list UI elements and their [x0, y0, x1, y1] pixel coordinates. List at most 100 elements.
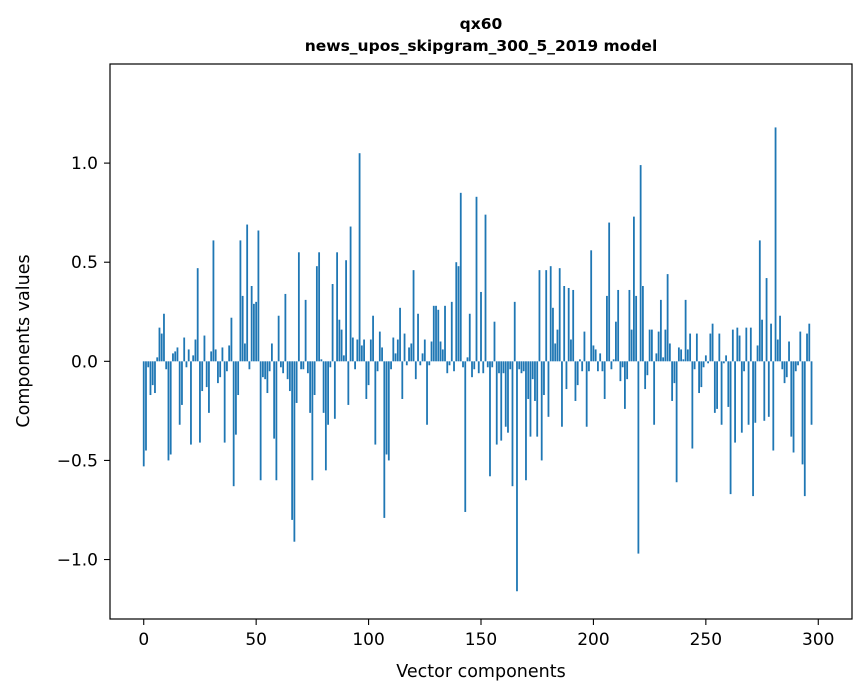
bar-183 — [554, 343, 557, 362]
bar-6 — [156, 357, 159, 362]
bar-22 — [192, 355, 195, 362]
bar-162 — [507, 361, 509, 433]
bar-259 — [725, 355, 727, 362]
bar-0 — [142, 361, 145, 467]
bar-279 — [770, 323, 772, 362]
bar-261 — [729, 361, 732, 495]
bar-197 — [585, 361, 588, 427]
x-tick-label: 0 — [138, 630, 149, 650]
bar-147 — [473, 361, 476, 370]
bar-280 — [772, 361, 775, 451]
bar-72 — [304, 299, 307, 362]
bar-228 — [655, 353, 658, 362]
bar-260 — [727, 361, 730, 407]
bar-258 — [722, 361, 725, 364]
bar-232 — [664, 329, 667, 362]
bar-77 — [315, 266, 318, 362]
bar-296 — [808, 323, 811, 362]
bar-170 — [525, 361, 527, 481]
bar-73 — [306, 361, 309, 374]
bar-129 — [432, 305, 435, 362]
bar-20 — [187, 349, 190, 362]
bar-99 — [365, 361, 368, 399]
bar-42 — [237, 361, 240, 396]
bar-83 — [329, 361, 332, 368]
bar-52 — [259, 361, 262, 481]
bar-series — [142, 127, 813, 592]
bar-286 — [785, 361, 788, 378]
bar-95 — [356, 339, 359, 362]
bar-265 — [738, 335, 741, 362]
y-axis-label: Components values — [14, 254, 34, 427]
bar-283 — [779, 315, 781, 362]
bar-148 — [475, 196, 478, 362]
y-tick-label: −1.0 — [57, 551, 98, 571]
bar-24 — [196, 268, 199, 362]
bar-165 — [513, 301, 516, 362]
bar-65 — [288, 361, 291, 392]
bar-256 — [718, 333, 721, 362]
bar-288 — [790, 361, 793, 437]
bar-186 — [561, 361, 563, 427]
bar-230 — [659, 299, 662, 362]
bar-176 — [538, 270, 541, 362]
bar-233 — [666, 274, 669, 362]
bar-193 — [576, 361, 579, 386]
bar-19 — [185, 361, 188, 368]
bar-92 — [349, 226, 352, 362]
bar-221 — [639, 165, 642, 362]
bar-55 — [266, 361, 269, 394]
bar-275 — [761, 319, 763, 362]
bar-31 — [212, 240, 215, 362]
bar-28 — [205, 361, 208, 388]
bar-297 — [810, 361, 813, 425]
bar-79 — [320, 359, 323, 362]
bar-49 — [253, 303, 255, 362]
bar-108 — [385, 361, 388, 455]
bar-255 — [716, 361, 718, 409]
bar-226 — [650, 329, 653, 362]
bar-179 — [545, 270, 548, 362]
bar-138 — [453, 361, 455, 372]
bar-35 — [221, 347, 224, 362]
bar-13 — [172, 353, 174, 362]
bar-204 — [601, 361, 604, 372]
y-tick-label: 0.5 — [71, 253, 98, 273]
bar-45 — [244, 343, 246, 362]
bar-69 — [297, 252, 300, 362]
bar-273 — [756, 345, 759, 362]
bar-36 — [223, 361, 226, 443]
bar-131 — [437, 309, 440, 362]
bar-67 — [293, 361, 296, 542]
bar-93 — [351, 337, 354, 362]
bar-4 — [151, 361, 154, 386]
bar-272 — [754, 361, 757, 423]
x-tick-label: 300 — [802, 630, 834, 650]
bar-208 — [610, 361, 613, 370]
bar-243 — [689, 333, 692, 362]
bar-289 — [792, 361, 795, 453]
bar-266 — [740, 361, 743, 433]
bar-123 — [419, 361, 422, 366]
bar-82 — [327, 361, 329, 425]
bar-43 — [239, 240, 242, 362]
bar-102 — [372, 315, 374, 362]
bar-126 — [426, 361, 428, 425]
bar-269 — [747, 361, 750, 425]
bar-90 — [345, 260, 347, 362]
bar-214 — [624, 361, 626, 409]
bar-107 — [383, 361, 386, 518]
y-tick-label: 0.0 — [71, 352, 98, 372]
bar-177 — [540, 361, 543, 461]
bar-142 — [462, 361, 464, 368]
bar-109 — [387, 361, 390, 461]
bar-44 — [241, 295, 244, 362]
bar-61 — [279, 361, 282, 368]
x-tick-label: 100 — [352, 630, 384, 650]
bar-163 — [509, 361, 512, 370]
bar-96 — [358, 153, 361, 362]
bar-137 — [450, 301, 453, 362]
bar-276 — [763, 361, 766, 421]
bar-40 — [232, 361, 235, 487]
bar-242 — [686, 349, 689, 362]
